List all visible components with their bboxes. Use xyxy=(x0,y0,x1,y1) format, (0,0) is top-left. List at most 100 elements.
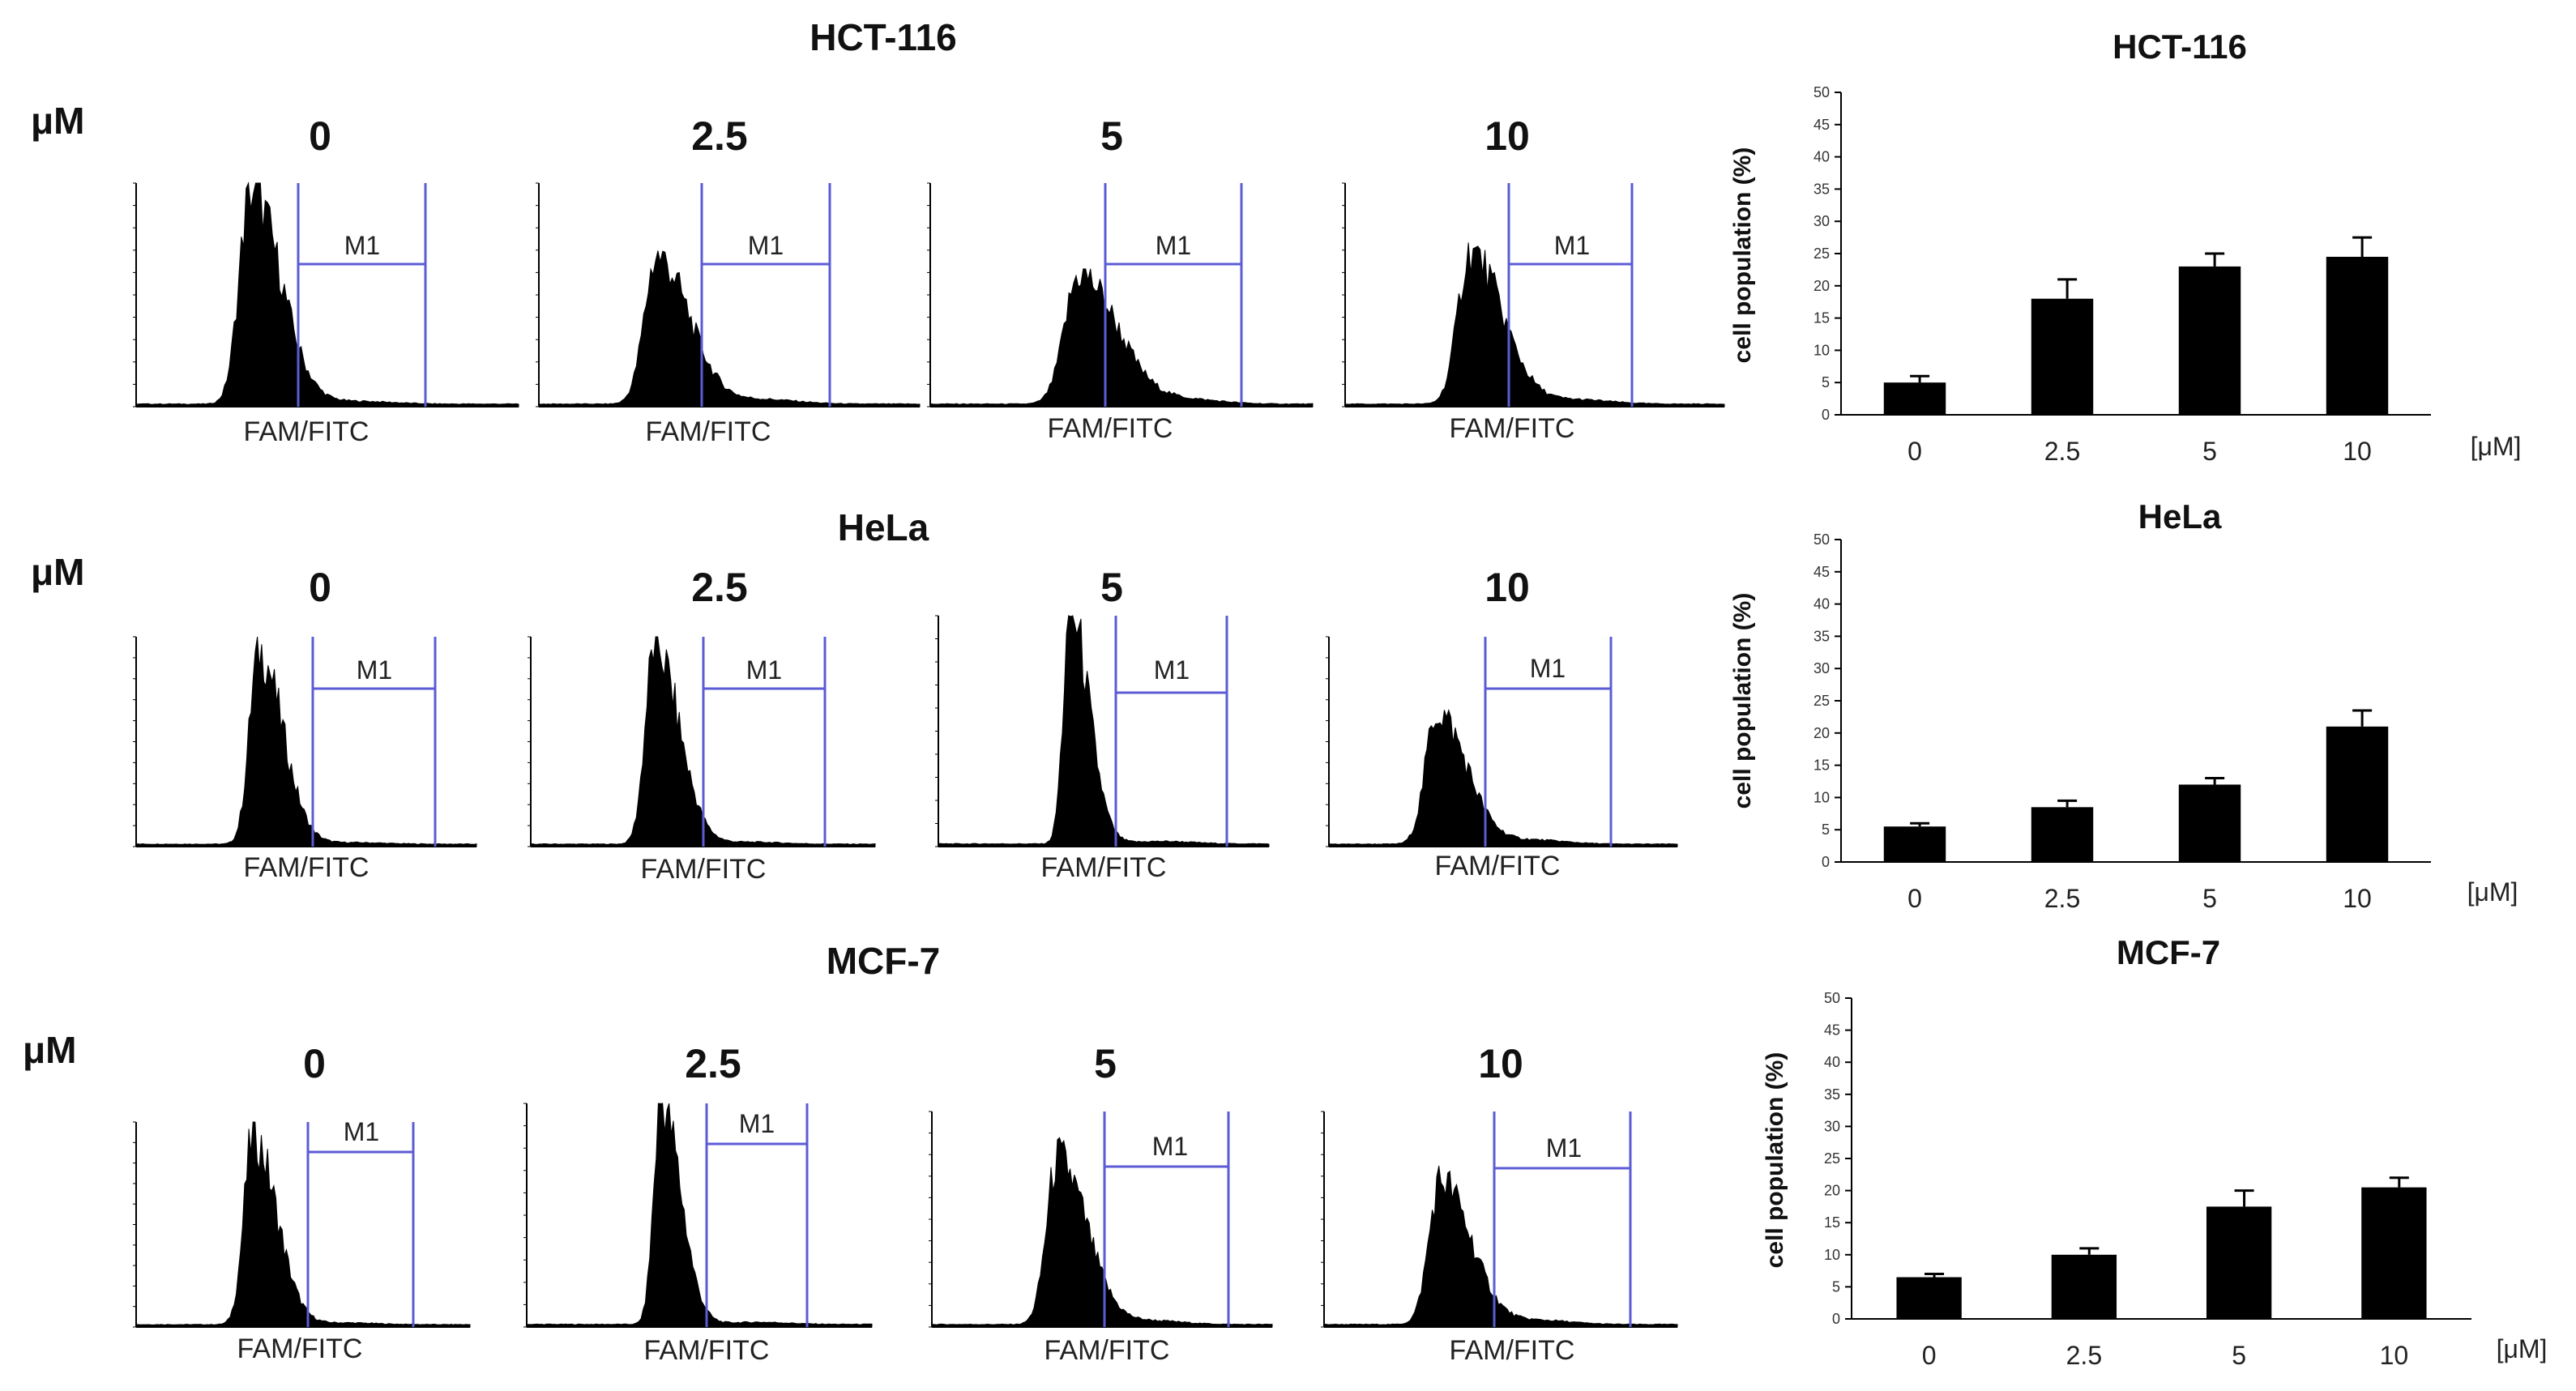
conc-label-r1-3: 10 xyxy=(1485,113,1530,159)
xaxis-label: FAM/FITC xyxy=(1048,413,1173,444)
y-tick-label: 15 xyxy=(1813,757,1830,774)
xaxis-label: FAM/FITC xyxy=(1044,1335,1170,1366)
y-axis-title: cell population (%) xyxy=(1762,1052,1788,1269)
unit-label-row3: μM xyxy=(23,1029,76,1071)
x-tick-label: 5 xyxy=(2202,437,2217,466)
x-tick-label: 2.5 xyxy=(2044,884,2080,913)
bar xyxy=(1896,1277,1962,1319)
xaxis-label: FAM/FITC xyxy=(1450,413,1575,444)
histogram-profile xyxy=(1344,242,1725,407)
bar xyxy=(1883,826,1946,862)
x-tick-label: 10 xyxy=(2343,884,2372,913)
y-tick-label: 35 xyxy=(1813,628,1830,644)
bar xyxy=(2326,726,2389,862)
gate-label: M1 xyxy=(748,231,784,260)
gate-label: M1 xyxy=(357,655,392,685)
conc-label-r2-1: 2.5 xyxy=(691,565,748,610)
histogram-mcf7-2: M1 FAM/FITC xyxy=(929,1111,1273,1366)
y-tick-label: 5 xyxy=(1832,1278,1840,1295)
y-tick-label: 20 xyxy=(1824,1183,1840,1199)
y-tick-label: 15 xyxy=(1824,1214,1840,1231)
histogram-profile xyxy=(135,1121,471,1328)
gate-label: M1 xyxy=(1546,1133,1582,1163)
y-tick-label: 50 xyxy=(1824,990,1840,1006)
x-tick-label: 0 xyxy=(1907,884,1922,913)
y-tick-label: 15 xyxy=(1813,310,1830,326)
histogram-mcf7-1: M1 FAM/FITC xyxy=(523,1103,873,1366)
x-tick-label: 0 xyxy=(1907,437,1922,466)
histogram-profile xyxy=(1328,708,1678,847)
y-tick-label: 5 xyxy=(1822,821,1830,838)
conc-label-r2-3: 10 xyxy=(1485,565,1530,610)
bar xyxy=(1883,382,1946,415)
histogram-mcf7-3: M1 FAM/FITC xyxy=(1321,1111,1678,1366)
xaxis-label: FAM/FITC xyxy=(237,1333,363,1364)
y-tick-label: 45 xyxy=(1813,564,1830,580)
conc-label-r3-1: 2.5 xyxy=(685,1041,741,1086)
bar xyxy=(2361,1187,2427,1319)
conc-label-r1-0: 0 xyxy=(309,113,331,159)
bar xyxy=(2031,298,2094,415)
x-axis-unit: [μM] xyxy=(2471,432,2522,461)
y-tick-label: 10 xyxy=(1813,342,1830,358)
y-tick-label: 35 xyxy=(1824,1086,1840,1103)
y-tick-label: 45 xyxy=(1824,1022,1840,1039)
y-tick-label: 0 xyxy=(1832,1311,1840,1327)
gate-label: M1 xyxy=(344,1117,379,1146)
gate-label: M1 xyxy=(1156,231,1191,260)
x-tick-label: 5 xyxy=(2202,884,2217,913)
y-tick-label: 50 xyxy=(1813,84,1830,100)
histogram-profile xyxy=(938,615,1270,847)
x-axis-unit: [μM] xyxy=(2467,877,2518,907)
histogram-hela-3: M1 FAM/FITC xyxy=(1326,636,1678,881)
xaxis-label: FAM/FITC xyxy=(644,1335,770,1366)
row-mcf7: MCF-7 μM 0 2.5 5 10 M1 FAM/FITC M1 FAM/F… xyxy=(23,940,1678,1366)
histogram-hct116-2: M1 FAM/FITC xyxy=(927,182,1314,444)
histogram-mcf7-0: M1 FAM/FITC xyxy=(133,1117,471,1364)
xaxis-label: FAM/FITC xyxy=(1450,1335,1575,1366)
bar xyxy=(2178,266,2241,415)
gate-label: M1 xyxy=(1152,1132,1188,1161)
histogram-hct116-3: M1 FAM/FITC xyxy=(1342,182,1725,444)
xaxis-label: FAM/FITC xyxy=(646,416,771,447)
gate-label: M1 xyxy=(344,231,380,260)
conc-label-r3-3: 10 xyxy=(1478,1041,1523,1086)
x-tick-label: 10 xyxy=(2380,1341,2409,1370)
bar xyxy=(2326,256,2389,415)
y-tick-label: 10 xyxy=(1813,789,1830,805)
histogram-hela-2: M1 FAM/FITC xyxy=(935,615,1270,883)
y-tick-label: 40 xyxy=(1813,596,1830,612)
row-title-hela: HeLa xyxy=(838,506,929,548)
y-tick-label: 25 xyxy=(1813,245,1830,262)
conc-label-r2-2: 5 xyxy=(1100,565,1123,610)
y-tick-label: 30 xyxy=(1813,213,1830,229)
histogram-profile xyxy=(538,250,921,407)
y-tick-label: 50 xyxy=(1813,531,1830,548)
row-title-hct116: HCT-116 xyxy=(810,16,957,58)
histogram-hela-0: M1 FAM/FITC xyxy=(133,636,477,883)
row-hela: HeLa μM 0 2.5 5 10 M1 FAM/FITC M1 FAM/FI… xyxy=(31,506,1678,885)
histogram-hct116-1: M1 FAM/FITC xyxy=(536,182,921,447)
histogram-hela-1: M1 FAM/FITC xyxy=(528,636,876,885)
histogram-profile xyxy=(931,1137,1273,1328)
histogram-profile xyxy=(526,1103,873,1328)
y-tick-label: 0 xyxy=(1822,854,1830,870)
xaxis-label: FAM/FITC xyxy=(1041,852,1167,883)
unit-label-row2: μM xyxy=(31,551,84,593)
gate-label: M1 xyxy=(1154,655,1190,685)
x-tick-label: 5 xyxy=(2232,1341,2246,1370)
gate-label: M1 xyxy=(1530,654,1566,683)
conc-label-r2-0: 0 xyxy=(309,565,331,610)
conc-label-r1-1: 2.5 xyxy=(691,113,748,159)
xaxis-label: FAM/FITC xyxy=(244,852,370,883)
bar xyxy=(2031,807,2094,862)
xaxis-label: FAM/FITC xyxy=(641,854,767,885)
xaxis-label: FAM/FITC xyxy=(1435,851,1561,881)
y-tick-label: 35 xyxy=(1813,181,1830,197)
xaxis-label: FAM/FITC xyxy=(244,416,370,447)
histogram-profile xyxy=(929,268,1314,407)
row-title-mcf7: MCF-7 xyxy=(827,940,941,982)
